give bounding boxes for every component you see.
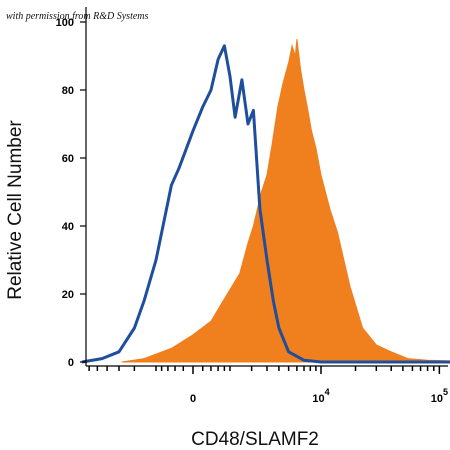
- y-tick-label: 100: [56, 17, 74, 29]
- y-tick-label: 20: [62, 289, 74, 301]
- y-tick-label: 80: [62, 85, 74, 97]
- x-axis-ticks: 0 104 105: [88, 366, 448, 405]
- permission-note: with permission from R&D Systems: [6, 11, 149, 22]
- y-tick-label: 40: [62, 221, 74, 233]
- x-axis-label: CD48/SLAMF2: [191, 429, 319, 450]
- x-tick-label: 104: [312, 387, 329, 405]
- x-tick-label: 105: [431, 387, 448, 405]
- histogram-series-1-outline: [81, 44, 450, 364]
- x-tick-label: 0: [190, 393, 196, 405]
- y-tick-label: 60: [62, 153, 74, 165]
- histogram-series-0-filled: [121, 38, 450, 363]
- y-axis-ticks: 0 20 40 60 80 100: [56, 17, 86, 369]
- y-tick-label: 0: [68, 357, 74, 369]
- plot-area: [81, 38, 450, 364]
- y-axis-label: Relative Cell Number: [5, 120, 26, 300]
